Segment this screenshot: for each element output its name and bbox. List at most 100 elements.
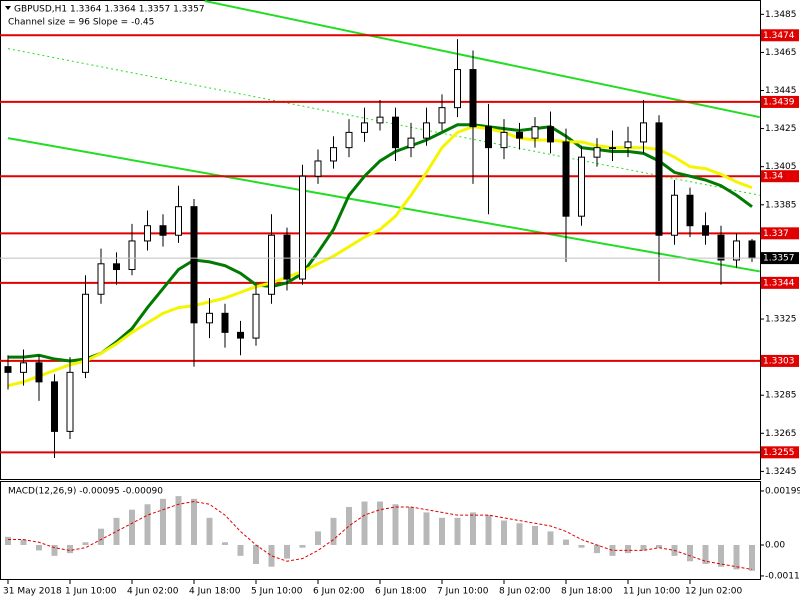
x-tick-label: 6 Jun 18:00: [375, 587, 427, 597]
macd-bar: [423, 512, 430, 545]
candle-body: [748, 240, 756, 259]
macd-bar: [392, 504, 399, 545]
macd-bar: [594, 544, 600, 554]
candle-body: [20, 362, 27, 373]
candle-body: [66, 371, 74, 432]
y-tick-label: 1.3485: [765, 10, 797, 20]
macd-bar: [237, 544, 244, 556]
macd-title: MACD(12,26,9) -0.00095 -0.00090: [8, 487, 163, 497]
candle-body: [717, 234, 725, 261]
candle-body: [531, 126, 539, 139]
y-tick-label: 0.00199: [765, 486, 800, 496]
candle-body: [423, 122, 430, 139]
level-label-box: [761, 227, 799, 240]
main-panel: [0, 0, 761, 480]
x-tick-label: 5 Jun 10:00: [251, 587, 303, 597]
y-tick-label: 1.3465: [765, 48, 797, 58]
candle-body: [221, 312, 229, 333]
chart-title: GBPUSD,H1 1.3364 1.3364 1.3357 1.3357: [14, 5, 205, 15]
level-label: 1.337: [763, 229, 789, 239]
level-label-box: [761, 170, 799, 183]
macd-bar: [98, 528, 104, 545]
candle-body: [314, 160, 322, 177]
candle-body: [547, 126, 554, 143]
macd-bar: [377, 501, 383, 545]
y-tick-label: -0.00114: [765, 571, 800, 581]
candle-body: [361, 122, 368, 133]
candle-body: [500, 131, 508, 149]
macd-bar: [113, 517, 120, 545]
macd-bar: [284, 544, 290, 559]
candle-body: [330, 147, 337, 162]
macd-bar: [408, 506, 414, 545]
candle-body: [485, 126, 492, 149]
level-label-box: [761, 29, 799, 42]
y-tick-label: 1.3265: [765, 429, 797, 439]
candle-body: [609, 147, 616, 150]
candle-body: [237, 331, 244, 339]
level-label: 1.34: [763, 172, 783, 182]
macd-bar: [439, 517, 445, 545]
macd-bar: [687, 544, 693, 562]
candle-body: [640, 122, 647, 143]
y-tick-label: 1.3245: [765, 467, 797, 477]
macd-bar: [5, 536, 11, 545]
x-tick-label: 7 Jun 10:00: [437, 587, 489, 597]
x-tick-label: 4 Jun 18:00: [189, 587, 241, 597]
level-label: 1.3439: [763, 97, 795, 107]
macd-bar: [532, 525, 538, 545]
last-price-label: 1.3357: [763, 254, 795, 264]
macd-bar: [640, 544, 647, 551]
candle-body: [376, 116, 384, 124]
menu-arrow: [5, 6, 11, 10]
macd-bar: [516, 523, 523, 545]
macd-bar: [175, 496, 182, 545]
macd-bar: [749, 544, 755, 571]
candle-body: [252, 293, 260, 339]
candle-body: [97, 263, 105, 295]
channel-line: [204, 0, 760, 119]
candle-body: [175, 206, 182, 236]
level-label-box: [761, 446, 799, 459]
macd-bar: [361, 501, 368, 545]
macd-bar: [160, 498, 166, 545]
macd-bar: [547, 531, 554, 545]
macd-bar: [315, 531, 321, 545]
x-tick-label: 6 Jun 02:00: [313, 587, 365, 597]
level-label: 1.3344: [763, 278, 795, 288]
x-tick-label: 31 May 2018: [3, 587, 62, 597]
candle-body: [159, 225, 167, 236]
candle-body: [702, 225, 709, 236]
level-label: 1.3474: [763, 31, 795, 41]
candle-body: [578, 156, 585, 217]
channel-line: [7, 137, 760, 273]
macd-bar: [563, 539, 569, 545]
candle-body: [624, 141, 632, 149]
x-tick-label: 4 Jun 02:00: [127, 587, 179, 597]
macd-bar: [501, 520, 507, 545]
macd-bar: [609, 544, 616, 556]
y-tick-label: 1.3445: [765, 86, 797, 96]
level-label-box: [761, 276, 799, 289]
macd-bar: [222, 542, 228, 545]
candle-body: [82, 293, 89, 373]
last-price-box: [761, 252, 799, 265]
macd-bar: [733, 544, 740, 570]
macd-bar: [578, 544, 585, 548]
y-tick-label: 1.3285: [765, 391, 797, 401]
candle-body: [283, 234, 291, 280]
candle-body: [206, 312, 213, 324]
candle-body: [454, 69, 461, 109]
macd-bar: [206, 517, 213, 545]
candle-body: [671, 194, 678, 236]
x-tick-label: 12 Jun 02:00: [685, 587, 742, 597]
x-tick-label: 11 Jun 10:00: [623, 587, 680, 597]
x-tick-label: 1 Jun 10:00: [65, 587, 117, 597]
macd-bar: [144, 504, 151, 545]
macd-bar: [718, 544, 724, 567]
macd-bar: [191, 498, 197, 545]
macd-bar: [82, 542, 89, 545]
x-tick-label: 8 Jun 18:00: [561, 587, 613, 597]
macd-bar: [299, 544, 306, 548]
candle-body: [51, 381, 58, 432]
